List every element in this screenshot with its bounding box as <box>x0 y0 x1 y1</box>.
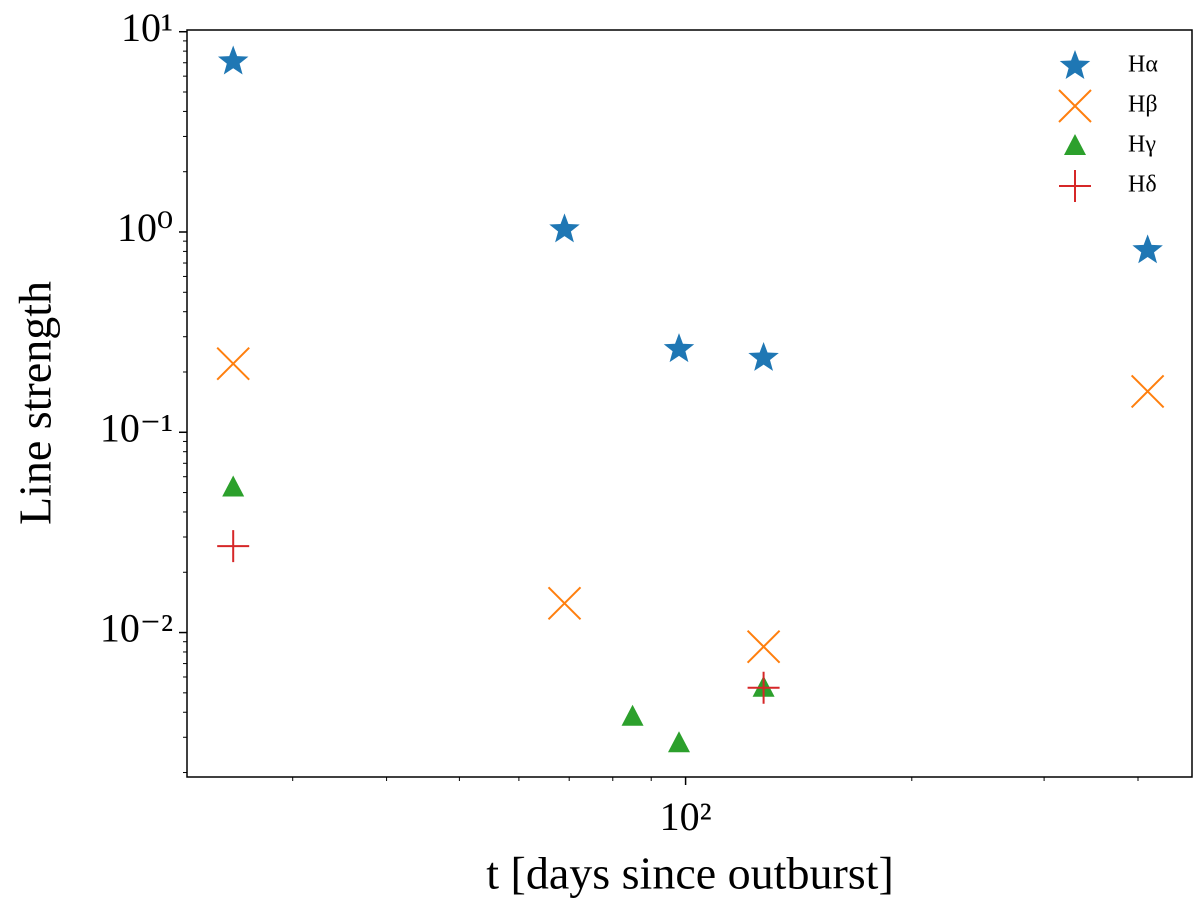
star-marker <box>748 341 779 371</box>
y-tick-label: 10⁻¹ <box>100 405 173 450</box>
x-marker <box>1130 374 1165 409</box>
x-marker <box>547 586 582 620</box>
triangle-marker <box>621 704 644 726</box>
y-tick-label: 10¹ <box>121 5 173 50</box>
plot-frame <box>186 29 1193 778</box>
star-marker <box>1059 50 1091 79</box>
x-axis-label: t [days since outburst] <box>486 848 894 899</box>
star-marker <box>549 213 580 243</box>
triangle-marker <box>667 731 690 753</box>
x-tick-label: 10² <box>660 794 712 839</box>
plus-marker <box>747 671 780 704</box>
legend-label: Hδ <box>1128 172 1157 198</box>
x-marker <box>746 629 781 664</box>
triangle-marker <box>222 475 245 497</box>
triangle-marker <box>1064 134 1086 155</box>
legend-label: Hγ <box>1128 132 1156 158</box>
star-marker <box>217 45 249 75</box>
legend-label: Hα <box>1128 52 1158 78</box>
legend-label: Hβ <box>1128 92 1158 118</box>
star-marker <box>1132 234 1163 264</box>
y-tick-label: 10⁰ <box>117 205 173 250</box>
y-tick-label: 10⁻² <box>100 606 173 651</box>
star-marker <box>663 333 695 363</box>
plus-marker <box>1059 170 1091 202</box>
x-marker <box>216 346 250 381</box>
plus-marker <box>217 530 250 563</box>
y-axis-label: Line strength <box>10 281 61 525</box>
x-marker <box>1058 89 1092 123</box>
